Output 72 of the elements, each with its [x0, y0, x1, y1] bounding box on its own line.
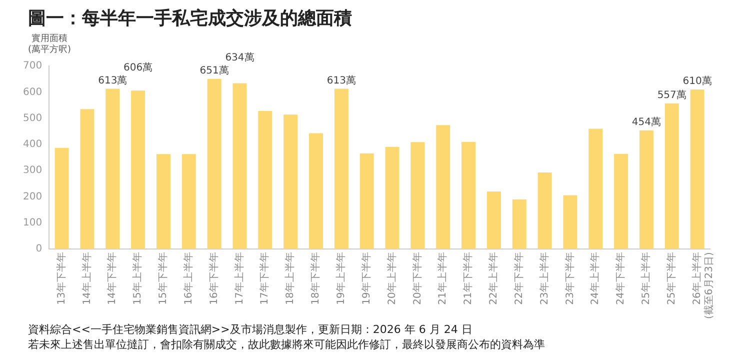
x-tick-label: 17年上半年 [233, 252, 246, 305]
text: 若未來上述售出單位撻訂，會扣除有關成交，故此數據將來可能因此作修訂，最終以發展商公布的資料為準 [28, 337, 545, 352]
bar [512, 199, 526, 250]
x-tick-label: 18年下半年 [310, 252, 322, 305]
bar [207, 78, 222, 250]
x-tick-label: 25年下半年 [665, 252, 678, 305]
x-tick-label: 15年下半年 [157, 252, 170, 305]
bar [563, 195, 578, 250]
bar [538, 172, 552, 250]
bar [258, 110, 272, 250]
x-tick-label: 20年下半年 [411, 252, 424, 305]
x-tick-label: 22年上半年 [488, 252, 500, 305]
data-label: 606萬 [124, 61, 153, 74]
y-tick-label: 700 [22, 60, 42, 72]
x-tick-label: 14年上半年 [80, 252, 93, 305]
x-tick-label: 16年上半年 [182, 252, 194, 305]
bar [360, 153, 374, 250]
bar [54, 148, 69, 250]
x-tick-label: 23年上半年 [538, 252, 550, 305]
data-label: 651萬 [200, 64, 229, 76]
x-tick-label: 21年上半年 [436, 252, 449, 305]
bar [106, 88, 120, 250]
x-tick-label: 24年上半年 [589, 252, 602, 305]
bar [664, 103, 679, 250]
x-tick-label: 21年下半年 [462, 252, 474, 305]
y-axis-title: 實用面積 (萬平方呎) [28, 34, 72, 56]
x-tick-label: 23年下半年 [564, 252, 576, 305]
bar [309, 133, 323, 250]
x-tick-label: 14年下半年 [106, 252, 118, 305]
bar [131, 90, 146, 250]
x-tick-label: 15年上半年 [132, 252, 144, 305]
bar [284, 114, 298, 250]
y-tick-label: 400 [22, 139, 42, 150]
bar [436, 125, 450, 250]
x-tick-label: 25年上半年 [640, 252, 652, 305]
data-label: 610萬 [682, 75, 712, 88]
data-label: 454萬 [632, 116, 661, 128]
x-tick-label: 20年上半年 [386, 252, 398, 305]
x-tick-label: 22年下半年 [512, 252, 525, 305]
bar [462, 142, 476, 250]
x-tick-label: 18年上半年 [284, 252, 296, 305]
bar [486, 192, 501, 250]
bar [690, 90, 704, 250]
y-tick-label: 600 [22, 86, 42, 98]
y-tick-label: 100 [22, 218, 42, 229]
data-label: 613萬 [98, 74, 128, 86]
bar [588, 128, 603, 250]
y-tick-label: 300 [22, 165, 42, 176]
bar [334, 88, 348, 250]
bar [639, 130, 654, 250]
bar [80, 109, 94, 250]
bar [156, 154, 170, 250]
x-tick-label: 13年下半年 [55, 252, 68, 305]
x-tick-label: 19年下半年 [360, 252, 372, 305]
y-tick-label: 200 [22, 191, 42, 202]
bar [232, 83, 247, 250]
x-tick-label: 19年上半年 [335, 252, 348, 305]
data-label: 634萬 [225, 51, 254, 64]
data-label: 557萬 [657, 89, 686, 101]
y-tick-label: 0 [36, 244, 42, 255]
bar [182, 154, 196, 250]
x-tick-label: 24年下半年 [614, 252, 627, 305]
x-tick-label: 26年上半年 (截至6月23日) [690, 252, 715, 319]
y-tick-label: 500 [22, 112, 42, 124]
x-tick-label: 16年下半年 [208, 252, 220, 305]
chart-title: 圖一：每半年一手私宅成交涉及的總面積 [28, 7, 352, 30]
bar [385, 146, 400, 250]
text: 資料綜合<<一手住宅物業銷售資訊網>>及市場消息製作，更新日期：2026 年 6 月 24 日 [28, 322, 474, 337]
x-tick-label: 17年下半年 [258, 252, 271, 305]
bar [410, 142, 425, 250]
data-label: 613萬 [326, 74, 356, 86]
bar [614, 154, 628, 250]
